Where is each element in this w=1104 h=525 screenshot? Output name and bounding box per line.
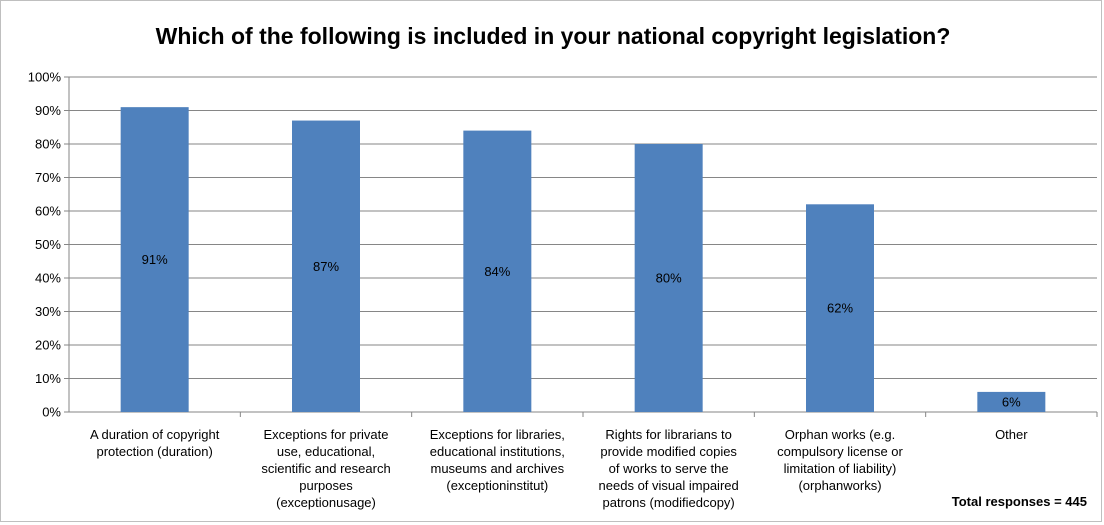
bar bbox=[977, 391, 1046, 412]
y-tick-label: 0% bbox=[42, 405, 61, 420]
bar bbox=[806, 204, 874, 412]
category-label: Rights for librarians to provide modified… bbox=[598, 427, 739, 510]
y-tick-label: 60% bbox=[35, 204, 61, 219]
chart-title: Which of the following is included in yo… bbox=[155, 23, 951, 49]
y-tick-label: 30% bbox=[35, 304, 61, 319]
data-label: 87% bbox=[313, 259, 339, 274]
bar bbox=[634, 144, 703, 412]
category-label: Exceptions for libraries, educational ins… bbox=[429, 427, 565, 493]
y-tick-label: 40% bbox=[35, 271, 61, 286]
total-responses-note: Total responses = 445 bbox=[951, 494, 1087, 509]
bar bbox=[120, 107, 189, 413]
data-label: 62% bbox=[827, 301, 853, 316]
y-tick-label: 80% bbox=[35, 137, 61, 152]
data-label: 80% bbox=[656, 271, 682, 286]
y-tick-label: 90% bbox=[35, 103, 61, 118]
bar bbox=[292, 120, 360, 413]
data-label: 6% bbox=[1002, 394, 1021, 409]
y-tick-label: 10% bbox=[35, 371, 61, 386]
y-tick-label: 20% bbox=[35, 338, 61, 353]
category-label: Other bbox=[995, 427, 1028, 442]
category-label: A duration of copyright protection (durat… bbox=[89, 427, 220, 459]
y-tick-label: 50% bbox=[35, 237, 61, 252]
y-tick-label: 100% bbox=[28, 70, 62, 85]
data-label: 91% bbox=[142, 252, 168, 267]
category-label: Exceptions for private use, educational, s… bbox=[261, 427, 391, 510]
bar bbox=[463, 130, 532, 412]
data-label: 84% bbox=[484, 264, 510, 279]
category-label: Orphan works (e.g. compulsory license or l… bbox=[777, 427, 903, 493]
y-tick-label: 70% bbox=[35, 170, 61, 185]
